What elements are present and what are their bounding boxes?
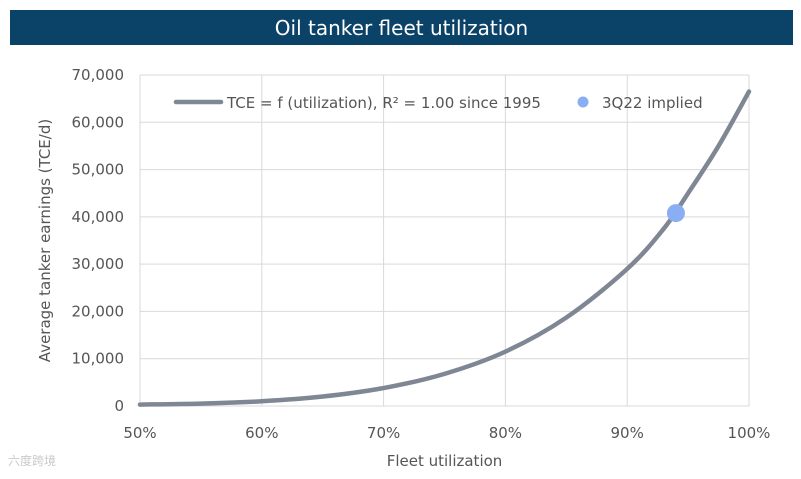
y-tick-label: 50,000	[72, 161, 125, 179]
chart-title: Oil tanker fleet utilization	[10, 10, 793, 45]
implied-3q22-point	[666, 204, 685, 223]
x-axis-title: Fleet utilization	[387, 452, 503, 470]
y-tick-label: 40,000	[72, 208, 125, 226]
y-tick-label: 20,000	[72, 302, 125, 320]
y-tick-label: 60,000	[72, 113, 125, 131]
x-tick-label: 60%	[245, 424, 278, 442]
y-tick-label: 0	[114, 397, 124, 415]
x-tick-label: 70%	[367, 424, 400, 442]
y-tick-label: 30,000	[72, 255, 125, 273]
x-tick-label: 50%	[123, 424, 156, 442]
y-tick-label: 10,000	[72, 350, 125, 368]
y-axis-title: Average tanker earnings (TCE/d)	[36, 119, 54, 362]
tce-curve-line	[137, 89, 752, 407]
legend-point-swatch	[577, 96, 589, 108]
x-tick-label: 90%	[611, 424, 644, 442]
watermark: 六度跨境	[8, 454, 57, 468]
legend-point-label: 3Q22 implied	[602, 94, 703, 112]
legend-line-label: TCE = f (utilization), R² = 1.00 since 1…	[226, 94, 541, 112]
x-tick-label: 80%	[489, 424, 522, 442]
x-tick-label: 100%	[728, 424, 771, 442]
y-tick-label: 70,000	[72, 66, 125, 84]
